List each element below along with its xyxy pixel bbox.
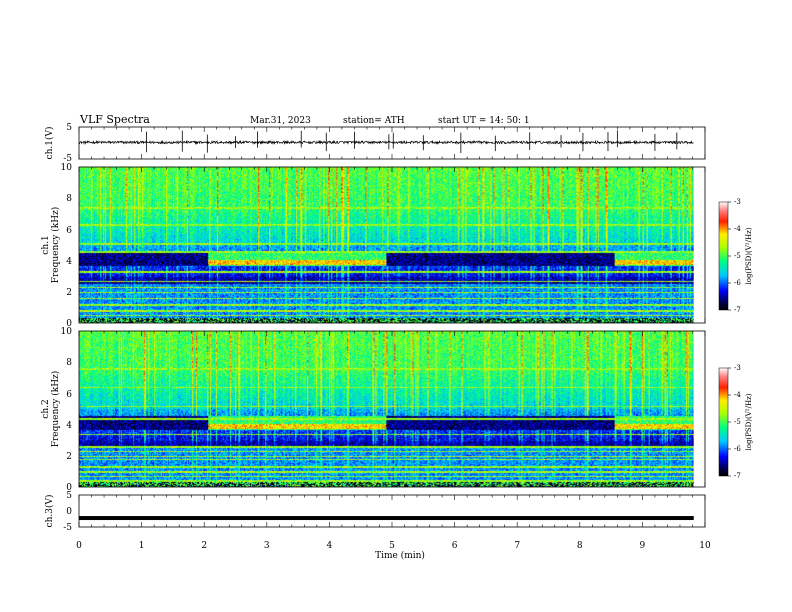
time-tick-0: 0 — [76, 541, 82, 551]
ch2-cb-tick-5: -5 — [734, 418, 741, 426]
cb1-ticks-marks — [728, 201, 731, 311]
ylabel-line: Frequency (kHz) — [50, 371, 61, 448]
ch2-cb-tick-4: -4 — [734, 391, 741, 399]
ch1-spectrogram-ylabel: ch.1Frequency (kHz) — [41, 207, 61, 284]
ch1-waveform-panel: 5 -5 ch.1(V) — [44, 123, 706, 164]
ch1-ytick-top: 5 — [66, 123, 72, 133]
ylabel-line: ch.2 — [41, 399, 51, 418]
ch3-ytick-top: 5 — [66, 491, 72, 501]
ch1-spectrogram-panel: 0 2 4 6 8 10 ch.1Frequency (kHz) — [41, 163, 706, 329]
p4-tick-marks — [78, 495, 706, 527]
ch1-ytick-bottom: -5 — [63, 154, 72, 164]
ch2-freq-ticks: 0 2 4 6 8 10 — [61, 327, 73, 493]
time-tick-7: 7 — [514, 541, 520, 551]
ch1-spectrogram-image — [79, 167, 694, 323]
ch1-ytick-10: 10 — [61, 163, 73, 173]
ch1-cb-tick-6: -6 — [734, 279, 741, 287]
time-tick-5: 5 — [389, 541, 395, 551]
ch2-colorbar: -3 -4 -5 -6 -7 log(PSD)(V²/Hz) — [718, 364, 753, 480]
ch1-ytick-0: 0 — [66, 319, 72, 329]
time-axis-label: Time (min) — [375, 550, 425, 561]
ch2-ytick-8: 8 — [66, 358, 72, 368]
time-tick-2: 2 — [201, 541, 207, 551]
ch2-cb-tick-7: -7 — [734, 472, 741, 480]
ch2-ytick-6: 6 — [66, 390, 72, 400]
ch1-ytick-4: 4 — [66, 257, 72, 267]
ch1-cb-tick-5: -5 — [734, 252, 741, 260]
ch1-freq-ticks: 0 2 4 6 8 10 — [61, 163, 73, 329]
cb2-ticks-marks — [728, 367, 731, 477]
start-time-label: start UT = 14: 50: 1 — [438, 116, 530, 126]
figure-title: VLF Spectra — [79, 113, 150, 126]
ch1-colorbar-scale — [718, 201, 729, 311]
ch1-spikes — [146, 130, 678, 153]
ch2-spectrogram-ylabel: ch.2Frequency (kHz) — [41, 371, 61, 448]
time-tick-4: 4 — [327, 541, 333, 551]
ch2-ytick-10: 10 — [61, 327, 73, 337]
p2-tick-marks — [78, 167, 706, 323]
ch2-colorbar-scale — [718, 367, 729, 477]
ch2-cb-tick-3: -3 — [734, 364, 741, 372]
ch3-waveform-ylabel: ch.3(V) — [44, 495, 55, 528]
ch2-colorbar-label: log(PSD)(V²/Hz) — [745, 393, 753, 450]
p3-tick-marks — [78, 331, 706, 487]
time-tick-10: 10 — [699, 541, 711, 551]
ch2-spectrogram-image — [79, 331, 694, 487]
ylabel-line: Frequency (kHz) — [50, 207, 61, 284]
ch2-cb-tick-6: -6 — [734, 445, 741, 453]
time-tick-3: 3 — [264, 541, 270, 551]
ch1-ytick-8: 8 — [66, 194, 72, 204]
p1-tick-marks — [78, 127, 706, 159]
ylabel-line: ch.1 — [41, 235, 51, 254]
time-tick-6: 6 — [452, 541, 458, 551]
ch2-ytick-2: 2 — [66, 452, 72, 462]
ch3-waveform-panel: 5 0 -5 ch.3(V) 0 1 2 3 4 5 6 7 8 9 10 Time (min) — [44, 491, 711, 561]
ch3-waveform-trace — [79, 516, 694, 521]
ch1-cb-tick-7: -7 — [734, 306, 741, 314]
ch1-cb-tick-3: -3 — [734, 198, 741, 206]
station-label: station= ATH — [343, 116, 405, 126]
ch2-ytick-4: 4 — [66, 421, 72, 431]
ch1-waveform-ylabel: ch.1(V) — [44, 127, 55, 160]
ch1-waveform-trace — [78, 139, 694, 145]
ch2-spectrogram-panel: 0 2 4 6 8 10 ch.2Frequency (kHz) — [41, 327, 706, 493]
time-tick-1: 1 — [139, 541, 145, 551]
time-tick-9: 9 — [640, 541, 646, 551]
ch2-ytick-0: 0 — [66, 483, 72, 493]
ch1-colorbar-label: log(PSD)(V²/Hz) — [745, 227, 753, 284]
ch1-cb-tick-4: -4 — [734, 225, 741, 233]
ch1-colorbar: -3 -4 -5 -6 -7 log(PSD)(V²/Hz) — [718, 198, 753, 314]
date-label: Mar.31, 2023 — [250, 116, 311, 126]
ch1-ytick-6: 6 — [66, 226, 72, 236]
ch3-ytick-bottom: -5 — [63, 523, 72, 533]
time-tick-8: 8 — [577, 541, 583, 551]
ch1-ytick-2: 2 — [66, 288, 72, 298]
ch3-ytick-mid: 0 — [66, 507, 72, 517]
time-tick-labels: 0 1 2 3 4 5 6 7 8 9 10 — [76, 541, 711, 551]
